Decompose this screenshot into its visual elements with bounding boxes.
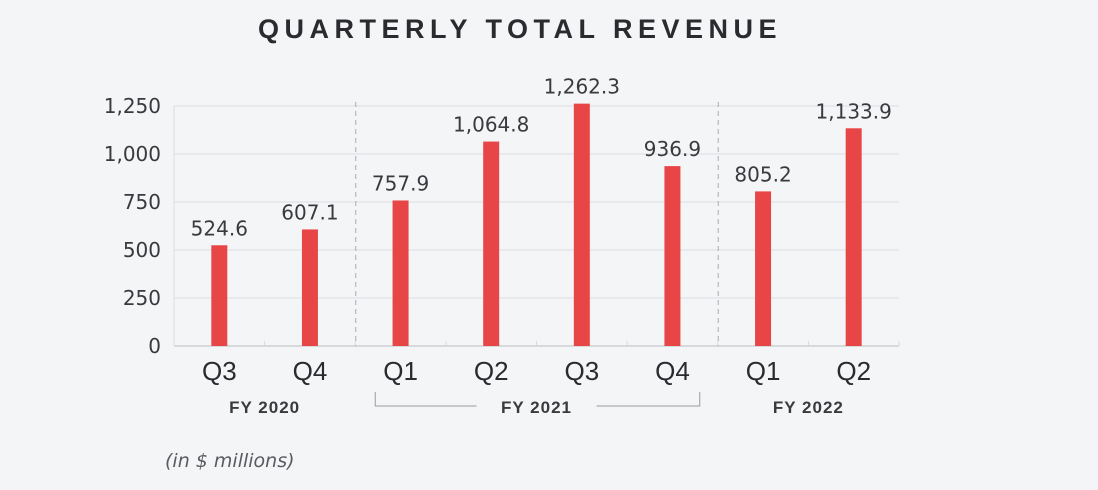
value-label: 757.9: [372, 171, 429, 195]
bar: [301, 229, 318, 346]
gridlines: [173, 105, 900, 347]
value-label: 1,262.3: [544, 75, 620, 99]
bar: [573, 103, 590, 346]
y-tick-label: 250: [123, 286, 161, 310]
group-bracket-right: [596, 392, 701, 407]
x-axis: Q3 Q4 Q1 Q2 Q3 Q4 Q1 Q2: [202, 356, 871, 386]
bar: [392, 200, 409, 346]
x-tick-label: Q3: [564, 356, 599, 386]
value-labels: 524.6 607.1 757.9 1,064.8 1,262.3 936.9 805.2 1…: [191, 75, 892, 241]
group-bracket-left: [374, 392, 477, 407]
group-label: FY 2021: [501, 398, 572, 417]
value-label: 1,064.8: [453, 113, 529, 137]
units-note: (in $ millions): [165, 450, 295, 472]
y-tick-label: 750: [123, 190, 161, 214]
y-tick-label: 1,000: [104, 142, 161, 166]
value-label: 1,133.9: [816, 99, 892, 123]
y-tick-label: 0: [148, 334, 161, 358]
value-label: 936.9: [644, 137, 701, 161]
bar: [755, 191, 772, 346]
chart-title: QUARTERLY TOTAL REVENUE: [257, 14, 783, 44]
group-label: FY 2022: [773, 398, 844, 417]
bar: [483, 141, 500, 346]
group-separators: [355, 102, 719, 346]
group-labels: FY 2020 FY 2021 FY 2022: [229, 392, 844, 417]
bars: [211, 103, 862, 346]
x-tick-label: Q4: [293, 356, 328, 386]
x-tick-label: Q1: [383, 356, 418, 386]
y-tick-label: 1,250: [104, 94, 161, 118]
y-axis: 0 250 500 750 1,000 1,250: [104, 94, 161, 358]
value-label: 524.6: [191, 216, 248, 240]
x-tick-label: Q2: [836, 356, 871, 386]
x-tick-label: Q2: [474, 356, 509, 386]
value-label: 805.2: [734, 162, 791, 186]
group-label: FY 2020: [229, 398, 300, 417]
bar: [664, 166, 681, 346]
bar: [211, 245, 228, 346]
y-tick-label: 500: [123, 238, 161, 262]
x-tick-label: Q3: [202, 356, 237, 386]
bar: [845, 128, 862, 346]
value-label: 607.1: [281, 200, 338, 224]
x-tick-label: Q1: [746, 356, 781, 386]
x-tick-label: Q4: [655, 356, 690, 386]
